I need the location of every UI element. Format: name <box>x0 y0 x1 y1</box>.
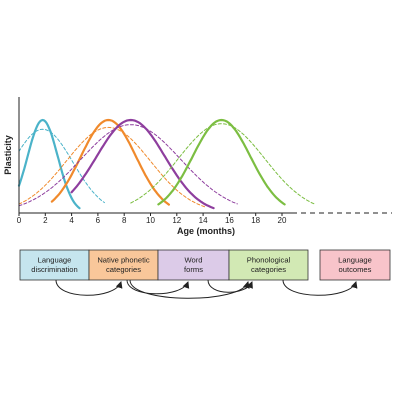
x-axis-title: Age (months) <box>177 226 235 236</box>
plasticity-curves <box>17 118 316 210</box>
x-tick-label: 12 <box>172 216 181 225</box>
x-tick-label: 18 <box>251 216 260 225</box>
x-tick-label: 8 <box>122 216 127 225</box>
stage-label: categories <box>251 265 286 274</box>
curve-5-dashed <box>18 124 238 207</box>
curve-1-dashed <box>18 128 105 204</box>
stage-label: Language <box>338 256 372 265</box>
x-tick-label: 2 <box>43 216 48 225</box>
x-tick-label: 10 <box>146 216 155 225</box>
stage-box-rect <box>157 249 230 281</box>
stage-label: Native phonetic <box>97 256 150 265</box>
curve-2-solid <box>50 118 170 206</box>
stage-arrow <box>129 279 250 299</box>
x-tick-label: 16 <box>225 216 234 225</box>
stage-box-rect <box>19 249 90 281</box>
x-tick-label: 0 <box>17 216 22 225</box>
curve-4-solid <box>70 118 215 210</box>
y-axis-title: Plasticity <box>3 135 13 175</box>
plasticity-chart: 0 2 4 6 8 10 12 14 16 18 20 Age (months) Plasticit… <box>3 97 392 236</box>
x-tick-label: 14 <box>199 216 208 225</box>
curve-0-solid <box>17 118 81 210</box>
x-ticks: 0 2 4 6 8 10 12 14 16 18 20 <box>17 213 287 225</box>
stage-label: forms <box>184 265 203 274</box>
stage-label: Word <box>184 256 202 265</box>
x-tick-label: 20 <box>278 216 287 225</box>
stage-label: Phonological <box>247 256 291 265</box>
stage-arrow <box>207 279 253 293</box>
stage-label: discrimination <box>31 265 77 274</box>
x-tick-label: 6 <box>96 216 101 225</box>
curve-3-dashed <box>18 126 207 208</box>
stage-arrows <box>55 279 358 299</box>
curve-6-solid <box>157 118 286 206</box>
stage-arrow <box>282 279 358 296</box>
stage-box-rect <box>319 249 391 281</box>
stage-box-rect <box>228 249 309 281</box>
x-tick-label: 4 <box>69 216 74 225</box>
stage-arrow <box>55 279 123 296</box>
stage-label: categories <box>106 265 141 274</box>
stage-label: outcomes <box>339 265 372 274</box>
stage-label: Language <box>38 256 72 265</box>
stage-arrow <box>126 279 190 295</box>
stage-box-rect <box>88 249 159 281</box>
curve-7-dashed <box>130 123 316 205</box>
